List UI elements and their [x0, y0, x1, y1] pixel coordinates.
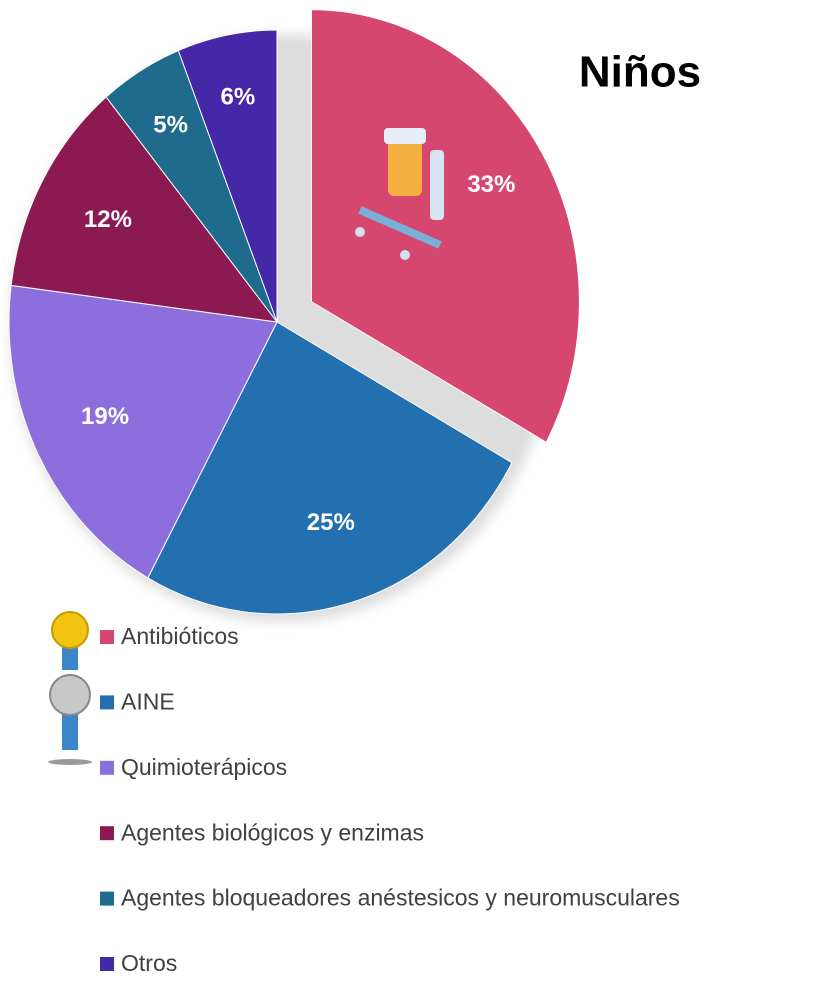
legend-swatch — [100, 761, 114, 775]
legend-swatch — [100, 892, 114, 906]
value-label: 33% — [467, 171, 515, 198]
chart-title: Niños — [579, 48, 701, 97]
value-label: 12% — [84, 206, 132, 233]
legend-label: Agentes bloqueadores anéstesicos y neuro… — [121, 885, 680, 911]
legend-swatch — [100, 630, 114, 644]
legend-swatch — [100, 957, 114, 971]
value-label: 5% — [153, 111, 188, 138]
chart: 33% 25% 19% 12% 5% 6% Niños Antibióticos AINE Q… — [0, 0, 829, 985]
value-label: 25% — [307, 509, 355, 536]
legend-label: Antibióticos — [121, 623, 239, 649]
medal-gold — [52, 612, 88, 670]
medal-silver — [48, 675, 92, 765]
legend-label: Agentes biológicos y enzimas — [121, 819, 424, 845]
legend-label: Otros — [121, 950, 177, 976]
value-label: 19% — [81, 403, 129, 430]
legend: Antibióticos AINE Quimioterápicos Agentes b… — [100, 623, 680, 976]
legend-label: AINE — [121, 688, 175, 714]
legend-swatch — [100, 695, 114, 709]
legend-swatch — [100, 826, 114, 840]
value-label: 6% — [220, 84, 255, 111]
legend-label: Quimioterápicos — [121, 754, 287, 780]
